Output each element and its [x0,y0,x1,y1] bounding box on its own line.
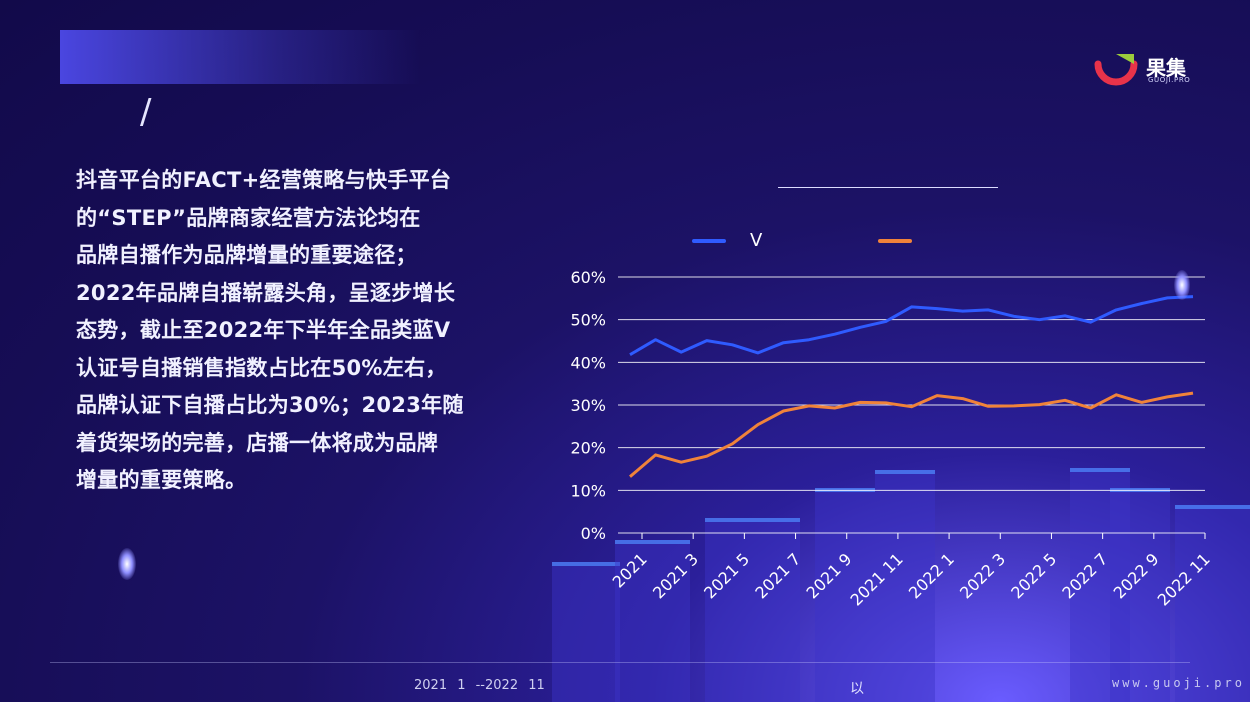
title-band [60,30,420,84]
deco-bar [705,518,800,702]
deco-bar-top [875,470,935,474]
chart-grid [618,276,1205,534]
deco-bar [875,470,935,702]
deco-bar-top [552,562,620,566]
sparkle-left [118,548,136,580]
chart-title-underline [778,187,998,188]
y-tick-label: 50% [570,311,606,330]
brand-logo: 果集 GUOJI.PRO [1094,52,1204,88]
body-line: 着货架场的完善，店播一体将成为品牌 [76,430,439,455]
logo-name: 果集 [1146,56,1186,80]
deco-bar [552,562,620,702]
deco-bar-top [705,518,800,522]
title-slash: / [140,92,152,132]
footer-url: www.guoji.pro [1112,676,1245,690]
body-line: 态势，截止至2022年下半年全品类蓝V [76,318,451,342]
body-line: 认证号自播销售指数占比在50%左右， [76,355,447,380]
body-line: 增量的重要策略。 [76,468,247,492]
y-tick-label: 60% [570,268,606,287]
deco-bar-top [1070,468,1130,472]
chart-series [629,295,1194,478]
y-tick-label: 10% [570,481,606,500]
footer-divider [50,662,1190,663]
background-bars [552,468,1250,702]
y-tick-label: 20% [570,439,606,458]
body-line: 品牌认证下自播占比为30%；2023年随 [76,393,464,417]
body-line: 抖音平台的FACT+经营策略与快手平台 [76,168,452,192]
deco-bar [1110,488,1170,702]
deco-bar-top [1175,505,1250,509]
series-line-2 [629,391,1194,478]
x-tick-label: 2022 5 [1007,549,1060,602]
sparkle-right [1174,270,1190,300]
legend-swatch-1 [692,239,726,243]
y-tick-label: 0% [581,524,606,543]
logo-sub: GUOJI.PRO [1148,76,1191,84]
series-line-1 [629,295,1194,356]
deco-bar [1175,505,1250,702]
y-tick-label: 40% [570,353,606,372]
deco-bar-top [615,540,690,544]
footer-mid-text: 以 [850,681,864,697]
y-tick-label: 30% [570,396,606,415]
x-tick-label: 2022 3 [956,549,1009,602]
deco-bar [615,540,690,702]
body-text: 抖音平台的FACT+经营策略与快手平台 的“STEP”品牌商家经营方法论均在 品… [76,162,516,500]
body-line: 的“STEP”品牌商家经营方法论均在 [76,205,421,230]
logo-icon [1094,54,1138,86]
legend-label-1: V [750,230,763,251]
body-line: 品牌自播作为品牌增量的重要途径； [76,243,417,267]
deco-bar [1070,468,1130,702]
legend-swatch-2 [878,239,912,243]
y-axis: 0% 10% 20% 30% 40% 50% 60% [570,268,606,543]
deco-bar [815,488,875,702]
footer-note: 2021 1 --2022 11 [414,678,545,693]
body-line: 2022年品牌自播崭露头角，呈逐步增长 [76,280,456,305]
